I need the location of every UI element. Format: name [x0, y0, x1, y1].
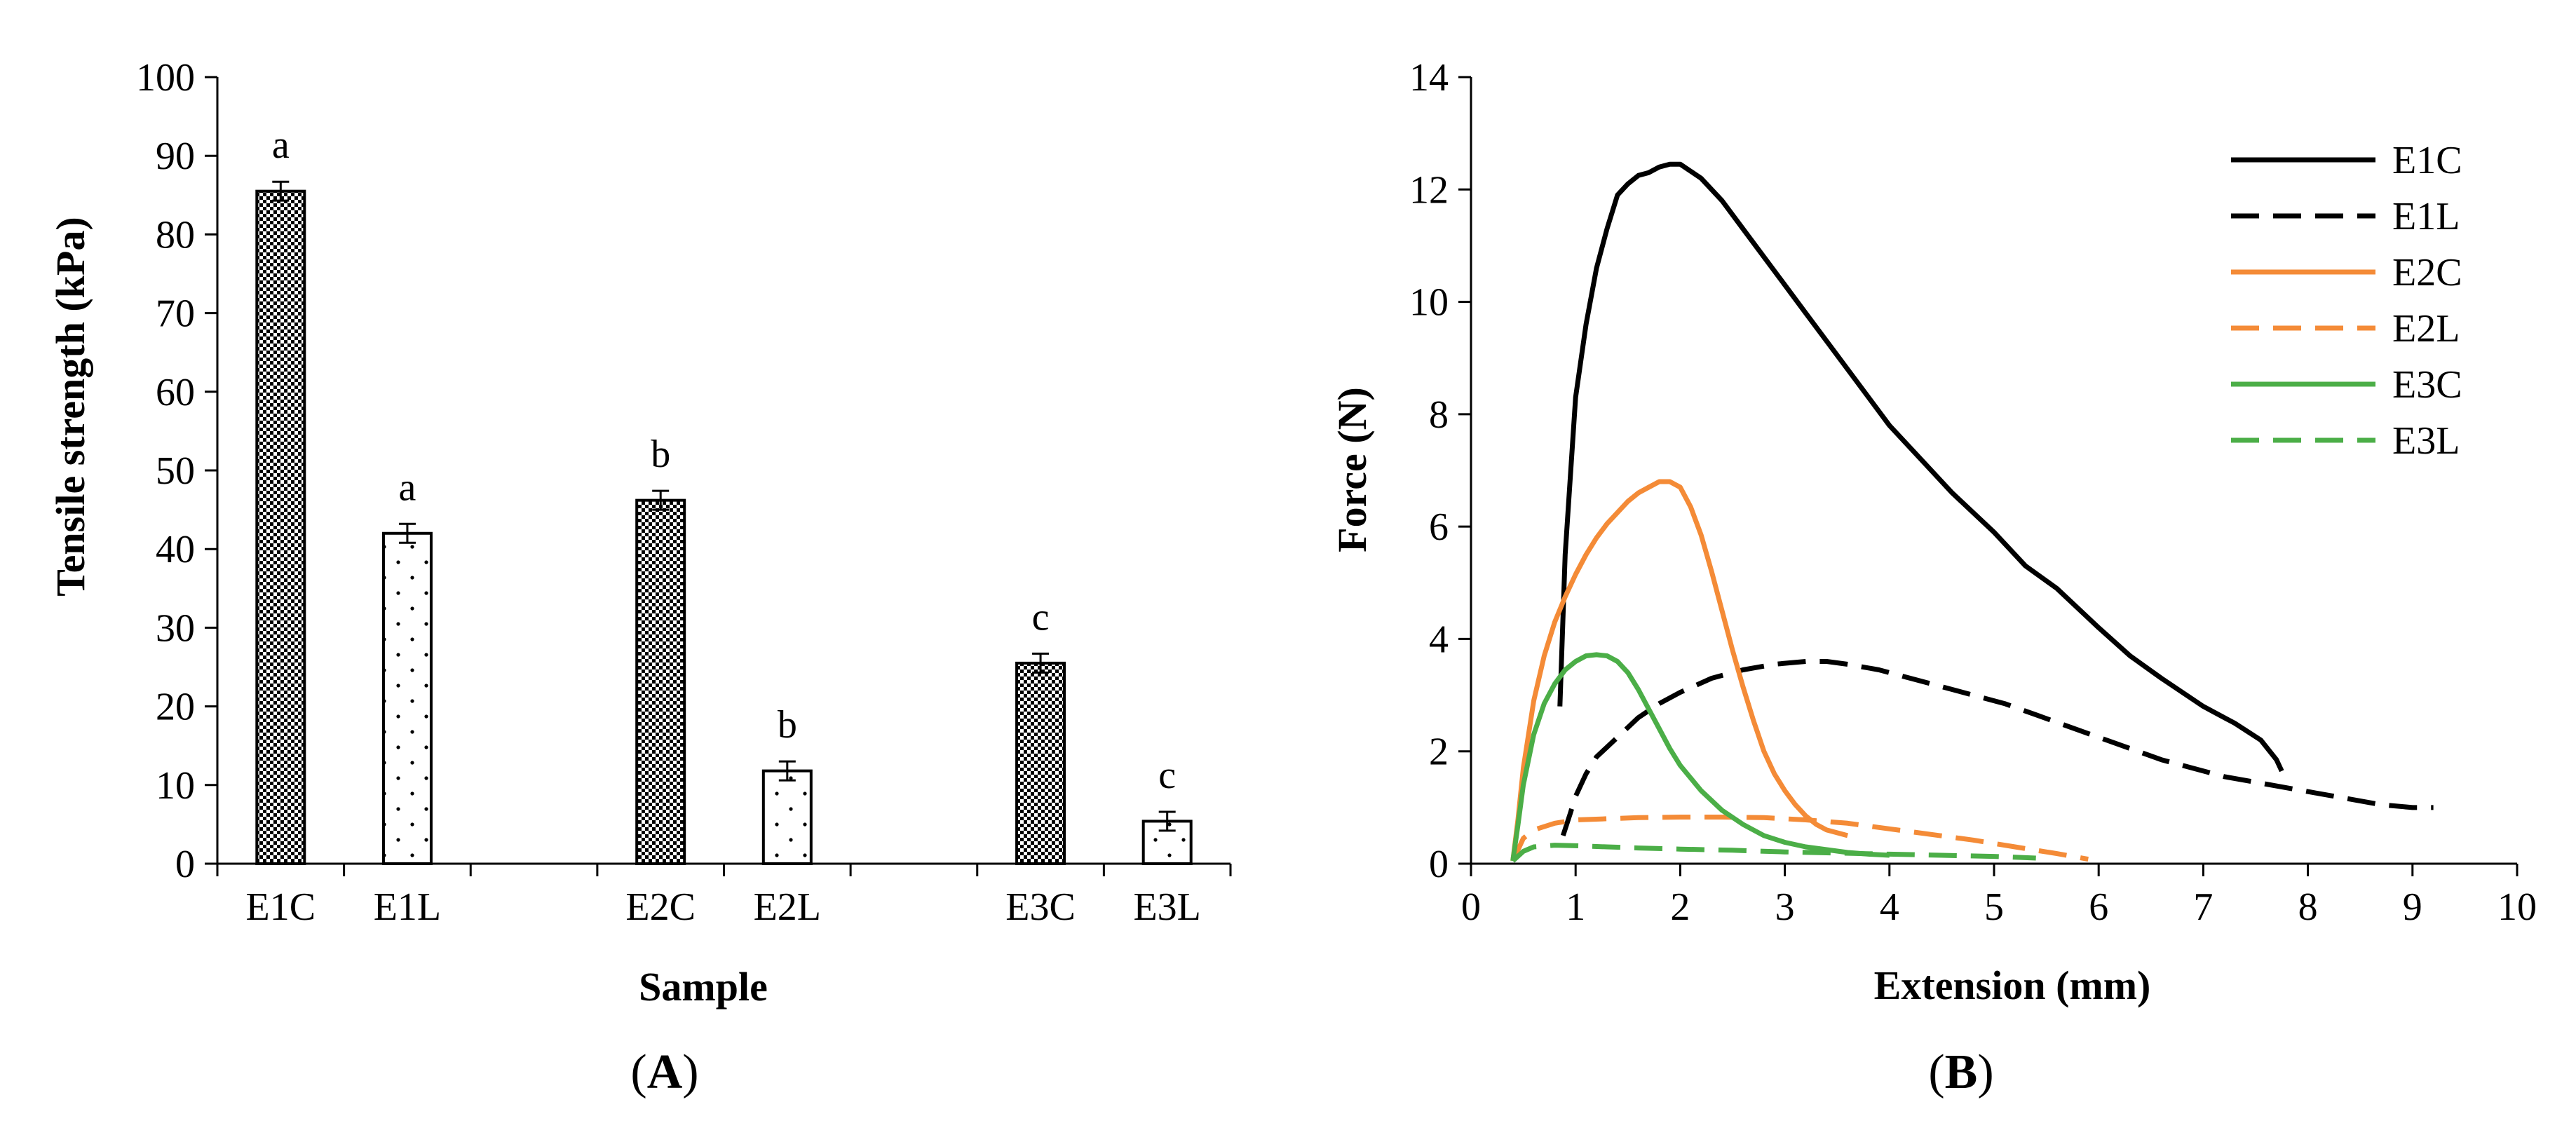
legend-label-E2L: E2L — [2392, 307, 2460, 351]
panel-b-x-tick-label: 2 — [1670, 885, 1690, 929]
panel-a-axes: 0 10 20 30 40 50 60 70 80 90 100 — [136, 56, 1232, 886]
panel-b-x-tick-label: 5 — [1984, 885, 2004, 929]
series-line-E1L — [1560, 659, 2434, 836]
panel-b-y-tick-label: 2 — [1429, 730, 1449, 774]
legend-label-E3C: E3C — [2392, 363, 2462, 407]
significance-letter-E2L: b — [778, 703, 797, 747]
panel-a-bars: a E1C a E1L b E2C b E2L c E3C c E3L — [246, 123, 1201, 929]
legend-label-E1L: E1L — [2392, 195, 2460, 238]
panel-a-y-tick-label: 90 — [156, 135, 195, 178]
x-tick-label-E2L: E2L — [754, 885, 821, 929]
panel-b-label: (B) — [1928, 1045, 1993, 1099]
significance-letter-E3L: c — [1158, 754, 1176, 797]
panel-b-x-axis-title: Extension (mm) — [1874, 963, 2151, 1008]
panel-b-lines — [1510, 161, 2434, 863]
x-tick-label-E1C: E1C — [246, 885, 316, 929]
panel-b-x-tick-label: 9 — [2403, 885, 2422, 929]
significance-letter-E2C: b — [651, 433, 670, 476]
x-tick-label-E3L: E3L — [1133, 885, 1200, 929]
bar-E1L — [381, 531, 433, 865]
significance-letter-E3C: c — [1032, 595, 1050, 639]
bar-E2C — [635, 498, 686, 865]
panel-b-legend: E1C E1L E2C E2L E3C E3L — [2231, 139, 2462, 463]
x-tick-label-E1L: E1L — [374, 885, 441, 929]
panel-b-y-tick-label: 4 — [1429, 618, 1449, 661]
series-line-E2C — [1510, 479, 1849, 862]
significance-letter-E1C: a — [272, 123, 290, 167]
series-line-E3L — [1511, 843, 2036, 863]
panel-b-y-tick-label: 8 — [1429, 393, 1449, 437]
panel-b-y-tick-label: 6 — [1429, 505, 1449, 549]
panel-b-y-tick-label: 0 — [1429, 843, 1449, 886]
panel-a-y-tick-label: 30 — [156, 606, 195, 650]
panel-a-y-tick-label: 10 — [156, 764, 195, 808]
x-tick-label-E2C: E2C — [625, 885, 696, 929]
panel-b-y-tick-label: 14 — [1409, 56, 1449, 100]
panel-b-x-tick-label: 0 — [1461, 885, 1481, 929]
panel-a-label: (A) — [630, 1045, 698, 1099]
panel-a-y-axis-title: Tensile strength (kPa) — [48, 217, 93, 596]
panel-a-y-tick-label: 60 — [156, 371, 195, 414]
panel-b-x-tick-label: 7 — [2193, 885, 2213, 929]
series-line-E1C — [1557, 161, 2284, 773]
panel-b-y-axis-title: Force (N) — [1329, 387, 1375, 552]
panel-b-x-tick-label: 3 — [1775, 885, 1795, 929]
series-line-E2L — [1510, 815, 2089, 862]
panel-b-x-tick-label: 6 — [2089, 885, 2108, 929]
panel-a-x-axis-title: Sample — [639, 964, 768, 1010]
significance-letter-E1L: a — [399, 465, 416, 509]
legend-label-E1C: E1C — [2392, 139, 2462, 182]
panel-a-y-tick-label: 50 — [156, 449, 195, 493]
panel-b-x-tick-label: 4 — [1880, 885, 1899, 929]
x-tick-label-E3C: E3C — [1005, 885, 1076, 929]
legend-label-E3L: E3L — [2392, 419, 2460, 463]
panel-b-x-tick-label: 8 — [2298, 885, 2318, 929]
bar-E3C — [1015, 661, 1066, 865]
panel-b-x-tick-label: 1 — [1566, 885, 1585, 929]
panel-b-y-tick-label: 10 — [1409, 281, 1449, 325]
panel-b-y-tick-label: 12 — [1409, 168, 1449, 212]
panel-a-y-tick-label: 80 — [156, 213, 195, 257]
panel-b-x-tick-label: 10 — [2497, 885, 2537, 929]
panel-a-y-tick-label: 20 — [156, 686, 195, 729]
panel-a-y-tick-label: 100 — [136, 56, 195, 100]
panel-a-y-tick-label: 40 — [156, 528, 195, 571]
bar-E2L — [761, 769, 813, 865]
panel-a-y-tick-label: 70 — [156, 292, 195, 336]
legend-label-E2C: E2C — [2392, 251, 2462, 294]
panel-a-y-tick-label: 0 — [175, 843, 195, 886]
bar-E1C — [255, 189, 306, 865]
series-line-E3C — [1510, 652, 1890, 862]
panel-a-bar-chart: 0 10 20 30 40 50 60 70 80 90 100 a E1C a E1L b E2C b E2L c… — [48, 56, 1232, 1099]
